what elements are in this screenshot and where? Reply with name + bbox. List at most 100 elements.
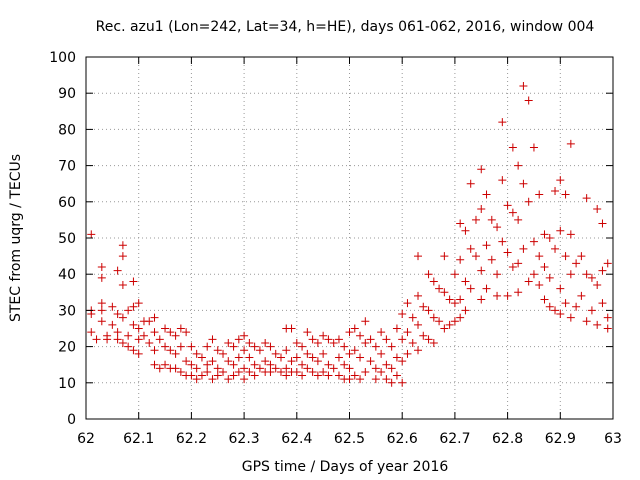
data-point-marker: [340, 342, 349, 351]
data-point-marker: [197, 353, 206, 362]
data-point-marker: [493, 223, 502, 232]
y-tick-label: 30: [58, 303, 76, 319]
data-point-marker: [298, 360, 307, 369]
data-point-marker: [514, 259, 523, 268]
data-point-marker: [324, 335, 333, 344]
data-point-marker: [134, 324, 143, 333]
data-point-marker: [514, 215, 523, 224]
data-point-marker: [324, 371, 333, 380]
data-point-marker: [282, 371, 291, 380]
data-point-marker: [403, 328, 412, 337]
data-point-marker: [382, 335, 391, 344]
data-point-marker: [545, 273, 554, 282]
data-point-marker: [587, 306, 596, 315]
data-point-marker: [97, 273, 106, 282]
data-point-marker: [287, 357, 296, 366]
data-point-marker: [176, 324, 185, 333]
data-point-marker: [329, 364, 338, 373]
data-point-marker: [561, 299, 570, 308]
data-point-marker: [535, 190, 544, 199]
data-point-marker: [213, 371, 222, 380]
data-point-marker: [334, 371, 343, 380]
data-point-marker: [345, 364, 354, 373]
data-point-marker: [97, 299, 106, 308]
data-point-marker: [456, 295, 465, 304]
data-point-marker: [124, 342, 133, 351]
data-point-marker: [519, 179, 528, 188]
data-point-marker: [450, 317, 459, 326]
data-point-marker: [234, 367, 243, 376]
data-point-marker: [503, 248, 512, 257]
data-point-marker: [161, 342, 170, 351]
data-point-marker: [113, 335, 122, 344]
data-point-marker: [182, 357, 191, 366]
x-axis-tick-labels: 62 62.1 62.2 62.3 62.4 62.5 62.6 62.7 62.8 62.9 63: [77, 431, 622, 447]
data-point-marker: [282, 364, 291, 373]
data-point-marker: [129, 302, 138, 311]
data-point-marker: [213, 346, 222, 355]
data-point-marker: [282, 346, 291, 355]
data-point-marker: [477, 205, 486, 214]
data-point-marker: [350, 324, 359, 333]
data-point-marker: [429, 313, 438, 322]
data-point-marker: [118, 241, 127, 250]
x-tick-label: 62.5: [334, 431, 365, 447]
data-point-marker: [108, 320, 117, 329]
data-point-marker: [566, 230, 575, 239]
data-point-marker: [514, 288, 523, 297]
data-point-marker: [466, 179, 475, 188]
data-point-marker: [371, 375, 380, 384]
data-point-marker: [255, 346, 264, 355]
data-point-marker: [87, 230, 96, 239]
data-point-marker: [461, 306, 470, 315]
data-point-marker: [450, 299, 459, 308]
data-point-marker: [361, 338, 370, 347]
data-point-marker: [161, 324, 170, 333]
data-point-marker: [171, 331, 180, 340]
data-point-marker: [593, 281, 602, 290]
data-point-marker: [440, 252, 449, 261]
data-point-marker: [171, 349, 180, 358]
data-point-marker: [129, 320, 138, 329]
data-point-marker: [224, 375, 233, 384]
data-point-marker: [155, 335, 164, 344]
data-point-marker: [113, 328, 122, 337]
axis-ticks: [85, 56, 614, 420]
data-point-marker: [208, 357, 217, 366]
data-point-marker: [234, 335, 243, 344]
data-point-marker: [182, 328, 191, 337]
data-point-marker: [540, 295, 549, 304]
data-point-marker: [187, 371, 196, 380]
data-point-marker: [145, 338, 154, 347]
data-point-marker: [118, 338, 127, 347]
data-point-marker: [145, 317, 154, 326]
data-point-marker: [398, 310, 407, 319]
data-point-marker: [519, 244, 528, 253]
data-point-marker: [97, 306, 106, 315]
data-point-marker: [271, 364, 280, 373]
data-point-marker: [292, 353, 301, 362]
data-point-marker: [419, 331, 428, 340]
data-point-marker: [450, 270, 459, 279]
data-point-marker: [493, 270, 502, 279]
data-point-marker: [403, 349, 412, 358]
data-point-marker: [556, 176, 565, 185]
data-point-marker: [551, 306, 560, 315]
y-tick-label: 100: [49, 50, 76, 66]
data-point-marker: [266, 342, 275, 351]
data-point-marker: [356, 331, 365, 340]
y-tick-label: 80: [58, 122, 76, 138]
data-point-marker: [103, 335, 112, 344]
data-point-marker: [313, 357, 322, 366]
data-point-marker: [540, 230, 549, 239]
x-tick-label: 62.4: [281, 431, 312, 447]
data-point-marker: [445, 320, 454, 329]
data-point-marker: [124, 331, 133, 340]
data-point-marker: [340, 360, 349, 369]
data-point-marker: [429, 277, 438, 286]
data-point-marker: [97, 317, 106, 326]
data-point-marker: [524, 96, 533, 105]
y-axis-tick-labels: 0 10 20 30 40 50 60 70 80 90 100: [49, 50, 76, 428]
data-point-marker: [524, 197, 533, 206]
